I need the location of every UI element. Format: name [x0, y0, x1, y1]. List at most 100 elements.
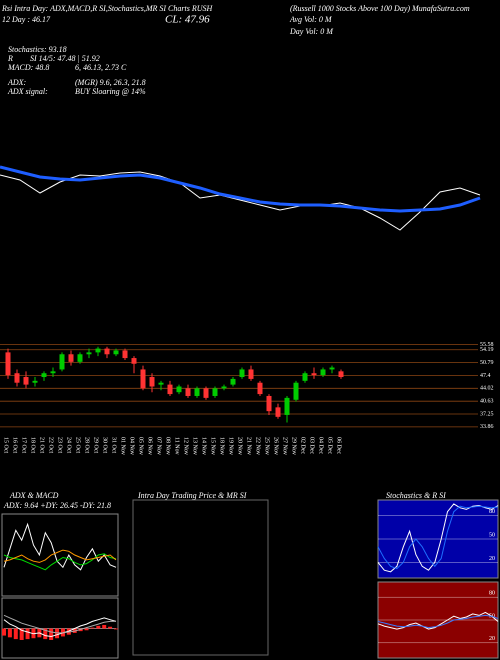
x-tick-label: 15 Oct [3, 437, 9, 453]
header-text: (Russell 1000 Stocks Above 100 Day) Muna… [290, 4, 470, 13]
x-tick-label: 13 Nov [192, 437, 198, 455]
candle-body [41, 373, 47, 378]
candle-body [149, 377, 155, 387]
panel-subtitle: ADX: 9.64 +DY: 26.45 -DY: 21.8 [3, 501, 111, 510]
header-text: R [7, 54, 13, 63]
histogram-bar [96, 625, 101, 629]
series-line [3, 549, 117, 563]
x-tick-label: 22 Nov [255, 437, 261, 455]
histogram-bar [114, 628, 118, 630]
series-line [0, 165, 481, 213]
y-tick-label: 80 [489, 591, 495, 597]
y-tick-label: 20 [489, 636, 495, 642]
candle-body [176, 386, 182, 393]
x-tick-label: 29 Nov [291, 437, 297, 455]
x-tick-label: 25 Oct [75, 437, 81, 453]
histogram-bar [25, 628, 30, 640]
x-tick-label: 21 Oct [39, 437, 45, 453]
histogram-bar [2, 628, 6, 636]
panel-title: ADX & MACD [9, 491, 59, 500]
x-tick-label: 18 Oct [30, 437, 36, 453]
x-tick-label: 16 Oct [12, 437, 18, 453]
candle-body [122, 350, 128, 359]
x-tick-label: 04 Dec [318, 437, 324, 454]
histogram-bar [7, 628, 12, 638]
y-tick-label: 37.25 [480, 411, 494, 417]
candle-body [158, 382, 164, 385]
header-text: Avg Vol: 0 M [289, 15, 333, 24]
series-line [377, 505, 499, 570]
x-tick-label: 11 Nov [174, 437, 180, 455]
candle-body [284, 397, 290, 415]
histogram-bar [49, 628, 54, 640]
y-tick-label: 80 [489, 509, 495, 515]
candle-body [113, 350, 119, 355]
candle-body [131, 358, 137, 364]
candle-body [95, 348, 101, 353]
y-tick-label: 33.86 [480, 424, 494, 430]
header-text: 6, 46.13, 2.73 C [75, 63, 127, 72]
histogram-bar [13, 628, 18, 640]
header-text: SI 14/5: 47.48 | 51.92 [30, 54, 100, 63]
candle-body [329, 367, 335, 370]
series-line [3, 553, 117, 571]
x-tick-label: 17 Oct [21, 437, 27, 453]
candle-body [257, 382, 263, 395]
y-tick-label: 54.19 [480, 347, 494, 353]
candle-body [311, 373, 317, 376]
y-tick-label: 20 [489, 556, 495, 562]
header-text: Stochastics: 93.18 [8, 45, 67, 54]
x-tick-label: 20 Nov [237, 437, 243, 455]
x-tick-label: 23 Oct [57, 437, 63, 453]
histogram-bar [108, 626, 113, 629]
histogram-bar [19, 628, 24, 640]
candle-body [212, 388, 218, 396]
candle-body [275, 407, 281, 417]
candle-body [185, 388, 191, 396]
candle-body [77, 354, 83, 362]
series-line [3, 522, 117, 571]
header-text: BUY Sloaring @ 14% [75, 87, 146, 96]
histogram-bar [43, 628, 48, 640]
x-tick-label: 24 Oct [66, 437, 72, 453]
y-tick-label: 44.02 [480, 386, 494, 392]
header-text: ADX: [7, 78, 27, 87]
histogram-bar [102, 624, 107, 629]
y-tick-label: 40.63 [480, 399, 494, 405]
header-text: MACD: 48.8 [7, 63, 49, 72]
histogram-bar [90, 627, 95, 629]
candle-body [50, 371, 56, 374]
header-text: Rsi Intra Day: ADX,MACD,R SI,Stochastics… [1, 4, 213, 13]
series-line [0, 171, 481, 231]
candle-body [230, 378, 236, 385]
x-tick-label: 30 Oct [102, 437, 108, 453]
panel-title: Stochastics & R SI [386, 491, 446, 500]
x-tick-label: 15 Nov [210, 437, 216, 455]
series-line [377, 503, 499, 573]
candle-body [23, 377, 29, 385]
x-tick-label: 26 Nov [273, 437, 279, 455]
candle-body [302, 373, 308, 381]
candle-body [140, 369, 146, 389]
x-tick-label: 05 Nov [138, 437, 144, 455]
x-tick-label: 12 Nov [183, 437, 189, 455]
candle-body [320, 369, 326, 376]
y-tick-label: 50.79 [480, 360, 494, 366]
candle-body [104, 348, 110, 355]
x-tick-label: 29 Oct [93, 437, 99, 453]
candle-body [266, 395, 272, 412]
series-line [3, 614, 116, 634]
candle-body [5, 352, 11, 376]
candle-body [221, 386, 227, 389]
x-tick-label: 02 Dec [300, 437, 306, 454]
x-tick-label: 05 Dec [327, 437, 333, 454]
histogram-bar [84, 628, 89, 631]
x-tick-label: 06 Dec [336, 437, 342, 454]
candle-body [59, 354, 65, 370]
candle-body [239, 369, 245, 378]
adx-panel [1, 513, 119, 597]
header-text: CL: 47.96 [165, 14, 210, 26]
x-tick-label: 19 Nov [228, 437, 234, 455]
x-tick-label: 07 Nov [156, 437, 162, 455]
